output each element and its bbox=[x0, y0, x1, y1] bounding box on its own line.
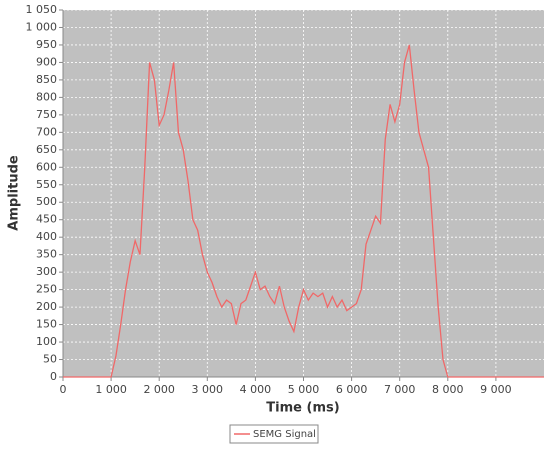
y-tick-label: 250 bbox=[36, 283, 57, 296]
x-tick-label: 5 000 bbox=[288, 383, 320, 396]
x-axis-title: Time (ms) bbox=[266, 401, 339, 416]
y-tick-label: 0 bbox=[50, 370, 57, 383]
legend-label: SEMG Signal bbox=[253, 429, 316, 440]
y-tick-label: 900 bbox=[36, 55, 57, 68]
y-tick-label: 200 bbox=[36, 300, 57, 313]
y-tick-label: 1 000 bbox=[26, 20, 58, 33]
y-tick-label: 1 050 bbox=[26, 3, 58, 16]
y-tick-label: 400 bbox=[36, 230, 57, 243]
series-line bbox=[63, 44, 544, 378]
x-tick-label: 2 000 bbox=[143, 383, 175, 396]
y-tick-label: 150 bbox=[36, 318, 57, 331]
plot-area bbox=[63, 10, 544, 377]
x-tick-label: 6 000 bbox=[336, 383, 368, 396]
y-tick-label: 500 bbox=[36, 195, 57, 208]
y-tick-label: 750 bbox=[36, 108, 57, 121]
y-axis-title: Amplitude bbox=[7, 155, 22, 231]
x-tick-label: 3 000 bbox=[192, 383, 224, 396]
y-tick-label: 800 bbox=[36, 90, 57, 103]
y-tick-label: 950 bbox=[36, 38, 57, 51]
y-tick-label: 450 bbox=[36, 213, 57, 226]
legend bbox=[229, 424, 319, 444]
y-tick-label: 600 bbox=[36, 160, 57, 173]
y-tick-label: 50 bbox=[43, 353, 57, 366]
y-tick-label: 700 bbox=[36, 125, 57, 138]
x-tick-label: 7 000 bbox=[384, 383, 416, 396]
y-tick-label: 850 bbox=[36, 73, 57, 86]
x-tick-label: 8 000 bbox=[432, 383, 464, 396]
x-tick-label: 4 000 bbox=[240, 383, 272, 396]
x-tick-label: 1 000 bbox=[95, 383, 127, 396]
y-tick-label: 100 bbox=[36, 335, 57, 348]
y-tick-label: 300 bbox=[36, 265, 57, 278]
y-tick-label: 350 bbox=[36, 248, 57, 261]
y-tick-label: 650 bbox=[36, 143, 57, 156]
y-tick-label: 550 bbox=[36, 178, 57, 191]
x-tick-label: 9 000 bbox=[480, 383, 512, 396]
x-tick-label: 0 bbox=[60, 383, 67, 396]
